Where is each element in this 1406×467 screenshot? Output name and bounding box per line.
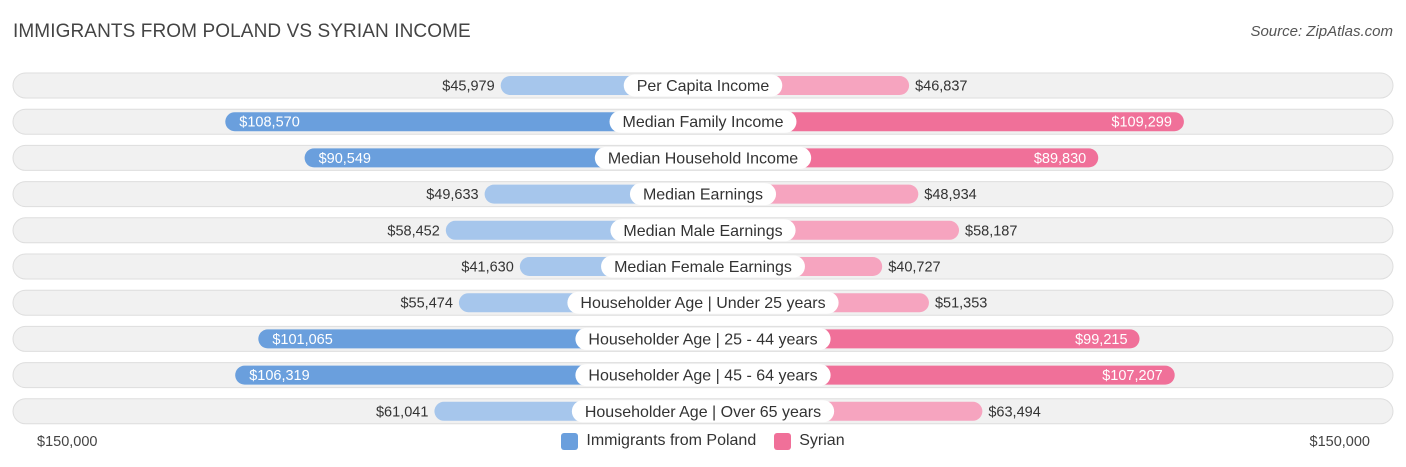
value-label-poland: $49,633 xyxy=(426,187,478,203)
value-label-poland: $101,065 xyxy=(272,332,332,348)
category-label: Median Male Earnings xyxy=(623,223,782,240)
legend-item-poland[interactable]: Immigrants from Poland xyxy=(561,432,756,450)
value-label-syrian: $40,727 xyxy=(888,260,940,276)
legend-item-syrian[interactable]: Syrian xyxy=(774,432,845,450)
category-label: Per Capita Income xyxy=(637,78,770,95)
category-label-background xyxy=(629,183,777,206)
value-label-syrian: $89,830 xyxy=(1034,151,1086,167)
legend-label-syrian: Syrian xyxy=(799,432,845,449)
category-label-background xyxy=(567,291,839,314)
value-label-syrian: $107,207 xyxy=(1102,368,1162,384)
value-label-syrian: $63,494 xyxy=(988,404,1040,420)
category-label-background xyxy=(610,219,796,242)
value-label-poland: $45,979 xyxy=(442,79,494,95)
value-label-poland: $58,452 xyxy=(387,223,439,239)
category-label: Median Household Income xyxy=(608,150,798,167)
category-label-background xyxy=(609,110,797,133)
value-label-syrian: $51,353 xyxy=(935,296,987,312)
category-label-background xyxy=(601,255,805,278)
value-label-syrian: $46,837 xyxy=(915,79,967,95)
category-label-background xyxy=(575,327,831,350)
value-label-syrian: $99,215 xyxy=(1075,332,1127,348)
value-label-poland: $41,630 xyxy=(461,260,513,276)
legend-swatch-poland xyxy=(561,432,579,450)
category-label-background xyxy=(575,364,831,387)
category-label: Householder Age | Under 25 years xyxy=(580,295,825,312)
bar-poland xyxy=(225,112,704,132)
axis-left-label: $150,000 xyxy=(37,434,98,450)
value-label-poland: $108,570 xyxy=(239,115,299,131)
value-label-poland: $55,474 xyxy=(400,296,452,312)
value-label-poland: $106,319 xyxy=(249,368,309,384)
legend-label-poland: Immigrants from Poland xyxy=(586,432,757,449)
chart-title: IMMIGRANTS FROM POLAND VS SYRIAN INCOME xyxy=(13,21,471,42)
category-label: Median Earnings xyxy=(643,187,763,204)
category-label: Median Female Earnings xyxy=(614,259,792,276)
legend-swatch-syrian xyxy=(774,432,792,450)
legend: Immigrants from Poland Syrian xyxy=(0,432,1406,450)
bar-chart: Per Capita Income $45,979 $46,837 Median Fa… xyxy=(12,72,1394,425)
category-label: Median Family Income xyxy=(623,114,784,131)
category-label: Householder Age | Over 65 years xyxy=(585,404,821,421)
value-label-syrian: $109,299 xyxy=(1111,115,1171,131)
value-label-poland: $61,041 xyxy=(376,404,428,420)
value-label-syrian: $58,187 xyxy=(965,223,1017,239)
value-label-syrian: $48,934 xyxy=(924,187,976,203)
category-label: Householder Age | 25 - 44 years xyxy=(588,331,817,348)
chart-source: Source: ZipAtlas.com xyxy=(1250,23,1393,40)
category-label-background xyxy=(571,400,835,423)
bar-syrian xyxy=(703,112,1184,132)
category-label: Householder Age | 45 - 64 years xyxy=(588,368,817,385)
axis-right-label: $150,000 xyxy=(1309,434,1370,450)
category-label-background xyxy=(623,74,783,97)
category-label-background xyxy=(594,146,812,169)
value-label-poland: $90,549 xyxy=(319,151,371,167)
